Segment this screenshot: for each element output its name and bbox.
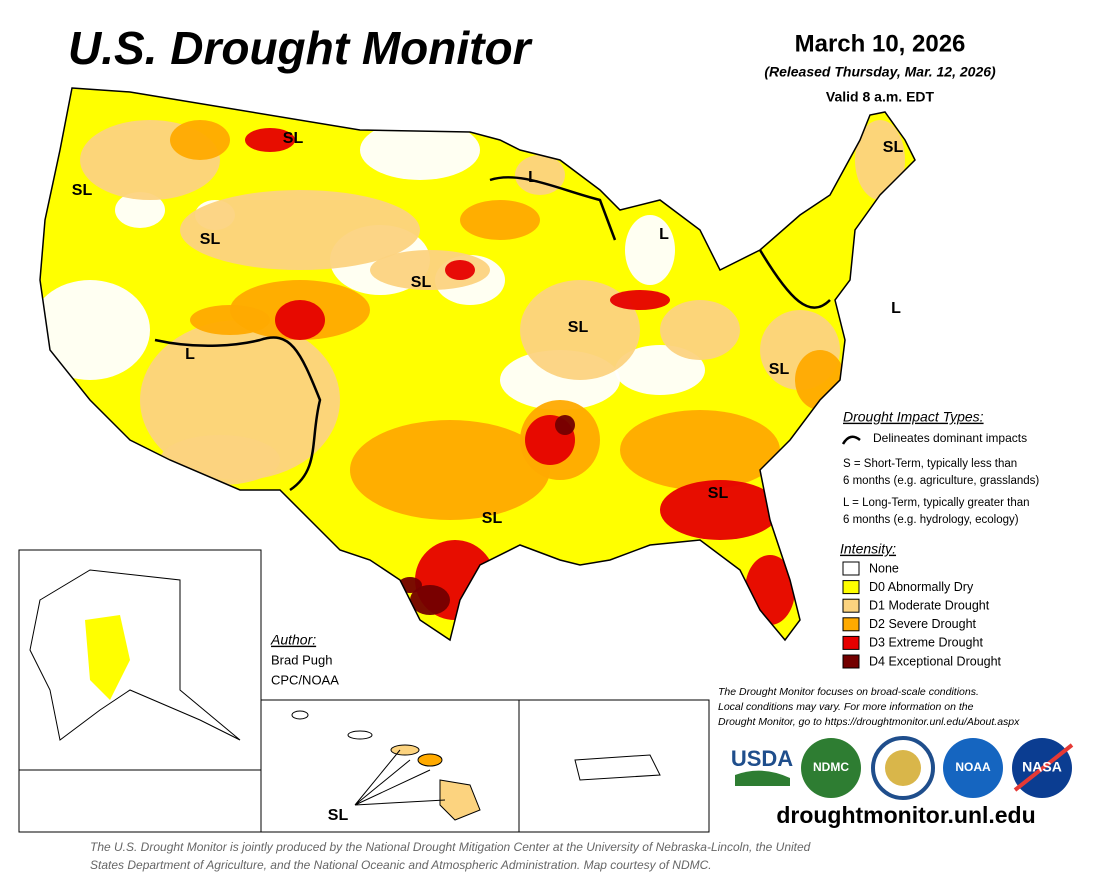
- impact-long: L = Long-Term, typically greater than: [843, 497, 1030, 509]
- impact-line-icon: [841, 435, 861, 445]
- drought-area: [460, 200, 540, 240]
- legend-swatch: [842, 598, 860, 613]
- impact-label: SL: [72, 182, 93, 199]
- impact-delineates: Delineates dominant impacts: [873, 431, 1027, 445]
- drought-area: [520, 280, 640, 380]
- drought-area: [170, 120, 230, 160]
- legend-swatch: [842, 635, 860, 650]
- drought-area: [410, 585, 450, 615]
- drought-area: [360, 120, 480, 180]
- intensity-title: Intensity:: [840, 541, 896, 557]
- drought-area: [190, 305, 270, 335]
- note-line: Local conditions may vary. For more info…: [718, 701, 974, 713]
- drought-area: [350, 420, 550, 520]
- drought-area: [625, 215, 675, 285]
- author-title: Author:: [270, 632, 316, 648]
- url[interactable]: droughtmonitor.unl.edu: [776, 802, 1035, 828]
- impact-long: 6 months (e.g. hydrology, ecology): [843, 514, 1019, 526]
- legend-label: D2 Severe Drought: [869, 617, 977, 631]
- logo-noaa: NOAA: [955, 760, 991, 774]
- drought-area: [160, 435, 280, 485]
- valid: Valid 8 a.m. EDT: [826, 89, 935, 105]
- impact-label: SL: [708, 485, 729, 502]
- drought-area: [245, 128, 295, 152]
- drought-area: [115, 192, 165, 228]
- ndmc-circle: [801, 738, 861, 798]
- drought-area: [275, 300, 325, 340]
- drought-area: [515, 155, 565, 195]
- alaska: [29, 569, 241, 741]
- impact-label: SL: [283, 130, 304, 147]
- legend: None D0 Abnormally Dry D1 Moderate Drought…: [842, 561, 1002, 669]
- legend-label: D1 Moderate Drought: [869, 598, 990, 612]
- impact-title: Drought Impact Types:: [843, 409, 984, 425]
- note-line: Drought Monitor, go to https://droughtmo…: [718, 716, 1020, 728]
- impact-label: SL: [482, 510, 503, 527]
- drought-area: [660, 480, 780, 540]
- legend-label: None: [869, 561, 899, 575]
- impact-label: L: [659, 226, 669, 243]
- footer: The U.S. Drought Monitor is jointly prod…: [90, 840, 811, 854]
- drought-area: [445, 260, 475, 280]
- impact-label: SL: [411, 274, 432, 291]
- hawaii-inset: [260, 699, 520, 833]
- legend-swatch: [842, 580, 860, 595]
- legend-swatch: [842, 654, 860, 669]
- hawaii-pointers: [354, 749, 446, 806]
- legend-swatch: [842, 561, 860, 576]
- impact-label: SL: [568, 319, 589, 336]
- author-org: CPC/NOAA: [271, 672, 339, 687]
- drought-area: [610, 290, 670, 310]
- logos: USDA NDMC NOAA NASA: [731, 736, 1074, 800]
- drought-area: [660, 300, 740, 360]
- legend-label: D0 Abnormally Dry: [869, 580, 974, 594]
- drought-area: [555, 415, 575, 435]
- note: The Drought Monitor focuses on broad-sca…: [718, 686, 1020, 728]
- aleutian-inset: [18, 769, 262, 833]
- impact-label: L: [891, 300, 901, 317]
- impact-short: 6 months (e.g. agriculture, grasslands): [843, 475, 1039, 487]
- legend-label: D4 Exceptional Drought: [869, 654, 1002, 668]
- puerto-rico: [574, 754, 661, 781]
- legend-swatch: [842, 617, 860, 632]
- nasa-swoosh: [1013, 743, 1074, 792]
- impact-label: L: [185, 346, 195, 363]
- impact-label: L: [528, 169, 538, 186]
- note-line: The Drought Monitor focuses on broad-sca…: [718, 686, 979, 698]
- impact-lines: [154, 176, 831, 492]
- impact-label: SL: [883, 139, 904, 156]
- released: (Released Thursday, Mar. 12, 2026): [764, 64, 996, 80]
- drought-area: [40, 280, 150, 380]
- impact-label: SL: [328, 807, 349, 824]
- impact-label: SL: [200, 231, 221, 248]
- doc-seal-inner: [885, 750, 921, 786]
- drought-area: [745, 555, 795, 625]
- alaska-d0: [85, 615, 130, 700]
- drought-area: [398, 577, 422, 593]
- title: U.S. Drought Monitor: [68, 22, 533, 74]
- noaa-circle: [943, 738, 1003, 798]
- author-name: Brad Pugh: [271, 652, 332, 667]
- date: March 10, 2026: [795, 30, 966, 57]
- usda-hill: [735, 770, 790, 786]
- legend-label: D3 Extreme Drought: [869, 636, 983, 650]
- logo-usda: USDA: [731, 746, 793, 771]
- drought-area: [180, 190, 420, 270]
- drought-area: [615, 345, 705, 395]
- drought-area: [855, 120, 905, 200]
- logo-ndmc: NDMC: [813, 760, 849, 774]
- impact-short: S = Short-Term, typically less than: [843, 458, 1017, 470]
- drought-area: [620, 410, 780, 490]
- logo-nasa: NASA: [1022, 759, 1062, 775]
- footer: States Department of Agriculture, and th…: [90, 858, 712, 872]
- hawaii-islands: [291, 710, 481, 821]
- impact-label: SL: [769, 361, 790, 378]
